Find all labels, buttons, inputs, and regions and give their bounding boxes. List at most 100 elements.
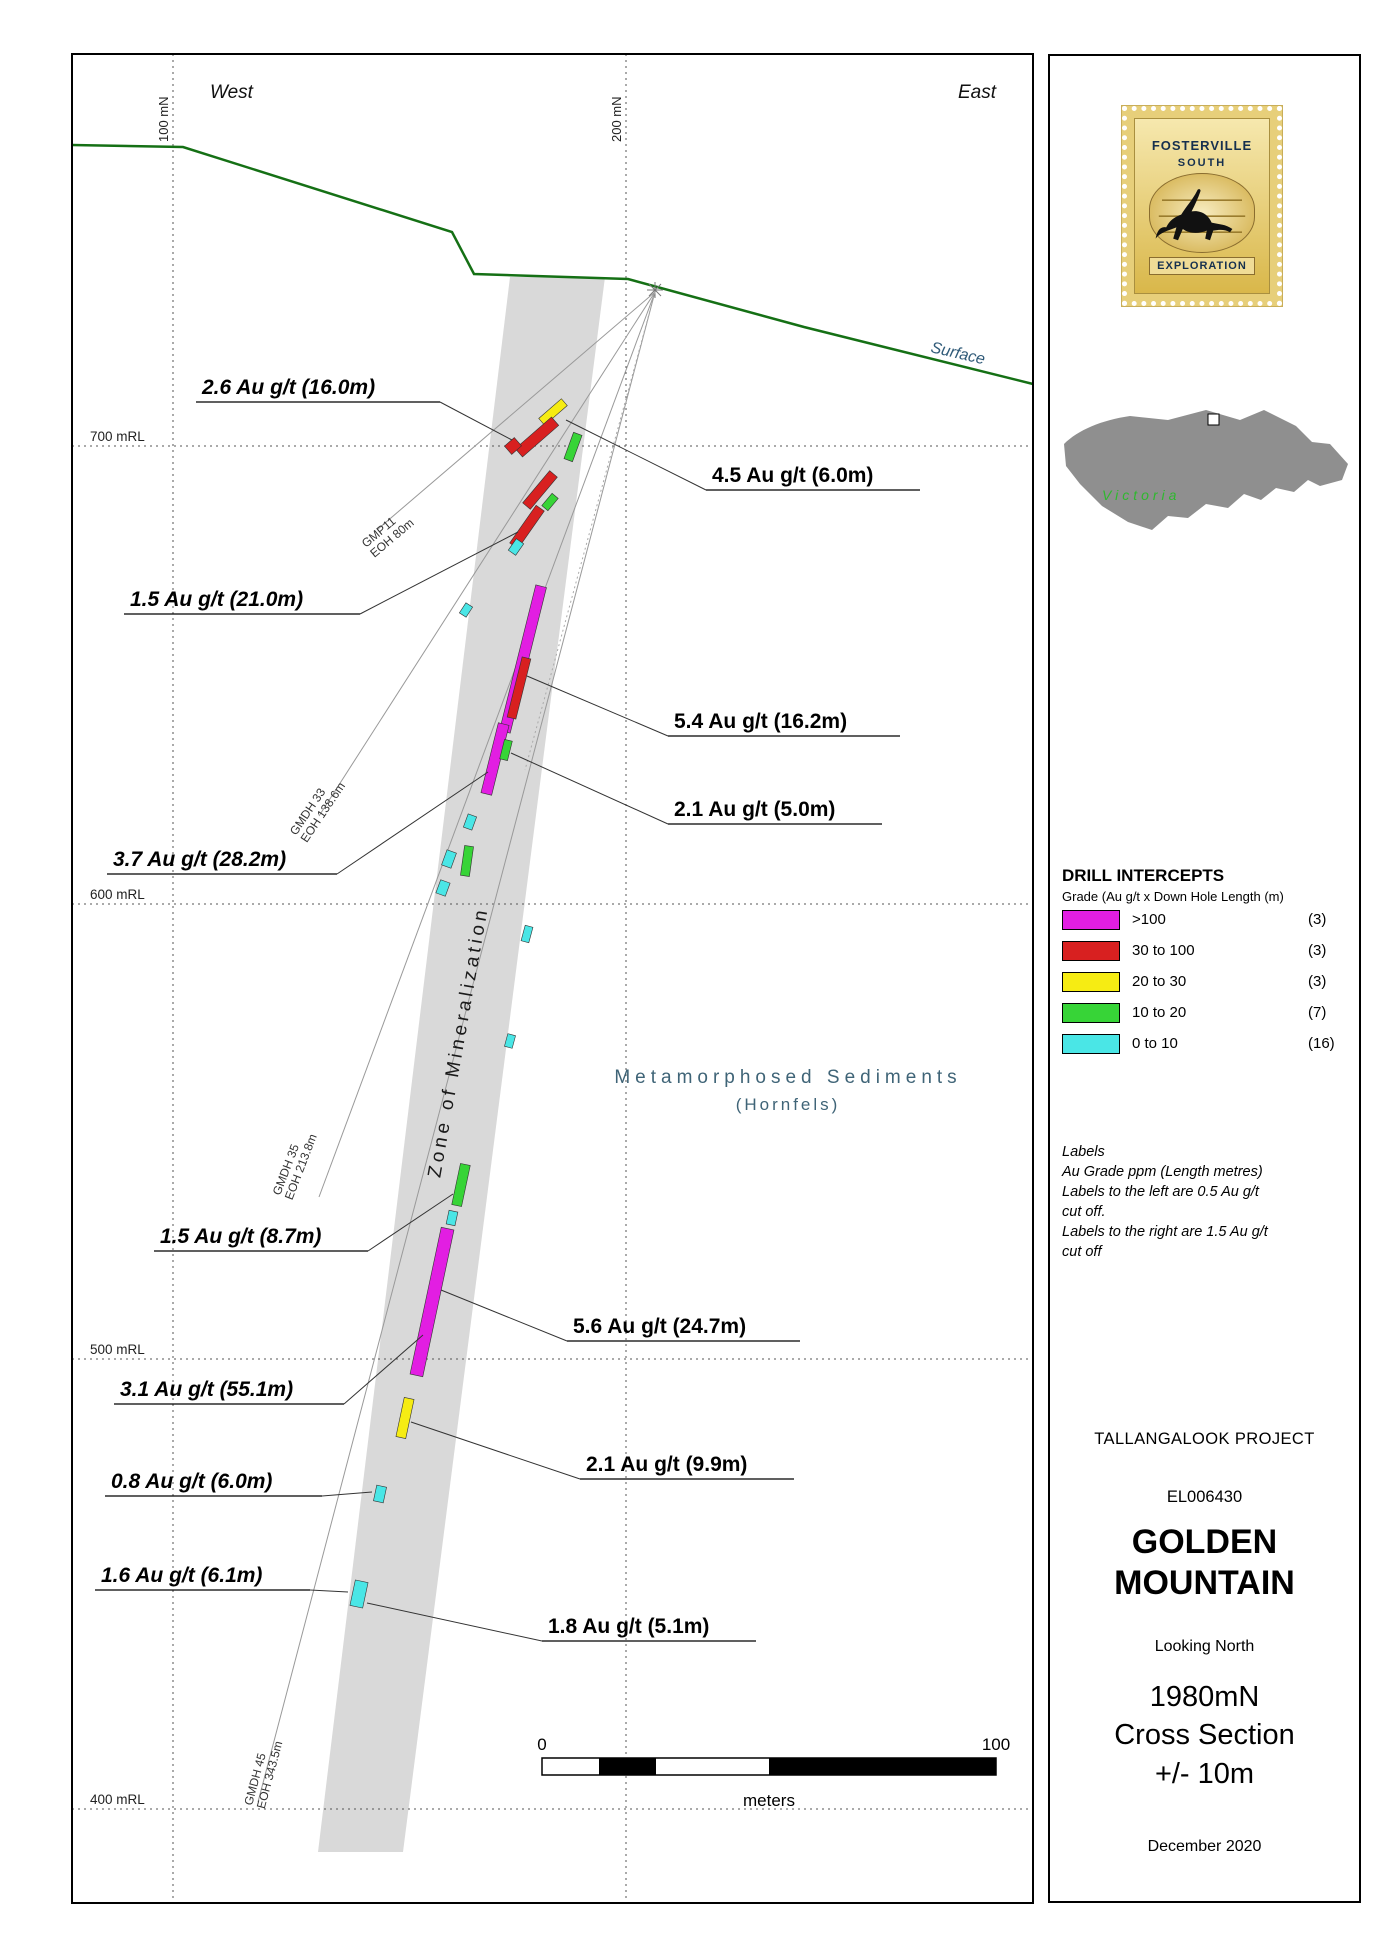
lithology-label-line2: (Hornfels) xyxy=(736,1095,841,1114)
legend-row: 10 to 20 (7) xyxy=(1062,997,1350,1028)
intercept-bar xyxy=(538,398,568,426)
drill-intercepts-legend: DRILL INTERCEPTS Grade (Au g/t x Down Ho… xyxy=(1062,866,1350,1059)
grade-label: 3.7 Au g/t (28.2m) xyxy=(113,848,286,871)
intercept-bar xyxy=(395,1397,415,1439)
scale-hundred: 100 xyxy=(982,1735,1010,1754)
intercept-bars xyxy=(349,398,583,1609)
grade-labels-right: 4.5 Au g/t (6.0m) 5.4 Au g/t (16.2m) 2.1… xyxy=(366,419,920,1642)
elev-400-label: 400 mRL xyxy=(90,1792,145,1807)
intercept-bar xyxy=(514,416,560,458)
grade-label: 1.6 Au g/t (6.1m) xyxy=(101,1564,262,1587)
hole-label-gmdh45: GMDH 45 EOH 343.5m xyxy=(241,1740,285,1811)
victoria-outline xyxy=(1064,410,1348,530)
mineralization-zone xyxy=(318,277,605,1852)
section-id-line2: Cross Section xyxy=(1114,1719,1295,1752)
legend-row: 0 to 10 (16) xyxy=(1062,1028,1350,1059)
intercept-bar xyxy=(506,656,532,720)
legend-row: 30 to 100 (3) xyxy=(1062,935,1350,966)
company-logo-stamp: FOSTERVILLE SOUTH EXPLORATION xyxy=(1122,106,1282,306)
grid-lines xyxy=(72,54,1033,1903)
grade-label: 5.6 Au g/t (24.7m) xyxy=(573,1315,746,1338)
legend-swatch-yellow xyxy=(1062,971,1120,992)
logo-text-exploration: EXPLORATION xyxy=(1149,256,1255,275)
note-line: cut off. xyxy=(1062,1204,1106,1220)
elev-600-label: 600 mRL xyxy=(90,887,145,902)
northing-100mn-label: 100 mN xyxy=(156,96,171,142)
legend-count: (3) xyxy=(1308,973,1327,990)
note-line: Labels xyxy=(1062,1144,1105,1160)
lithology-label-line1: Metamorphosed Sediments xyxy=(614,1067,961,1088)
project-location-label-line1: Project xyxy=(1258,498,1300,513)
surface-line xyxy=(71,143,1034,386)
note-line: Au Grade ppm (Length metres) xyxy=(1062,1164,1263,1180)
project-location-marker xyxy=(1207,413,1220,426)
tenement-number: EL006430 xyxy=(1166,1488,1243,1506)
legend-count: (16) xyxy=(1308,1035,1335,1052)
legend-swatch-green xyxy=(1062,1002,1120,1023)
deposit-name-line1: GOLDEN xyxy=(1131,1523,1278,1561)
kangaroo-icon xyxy=(1155,188,1246,240)
grade-label: 3.1 Au g/t (55.1m) xyxy=(120,1378,293,1401)
grade-label: 1.5 Au g/t (21.0m) xyxy=(130,588,303,611)
intercept-bar xyxy=(507,538,525,556)
scale-bar: 0 100 meters xyxy=(537,1735,1010,1810)
intercept-bar xyxy=(480,722,510,796)
project-location-label-line2: Location xyxy=(1258,514,1307,529)
note-line: Labels to the left are 0.5 Au g/t xyxy=(1062,1184,1259,1200)
west-label: West xyxy=(210,82,254,103)
section-id: 1980mN Cross Section +/- 10m xyxy=(1050,1678,1359,1793)
grade-label: 5.4 Au g/t (16.2m) xyxy=(674,710,847,733)
scale-unit: meters xyxy=(743,1791,795,1810)
scale-zero: 0 xyxy=(537,1735,546,1754)
intercept-bar xyxy=(458,602,474,618)
legend-title: DRILL INTERCEPTS xyxy=(1062,866,1225,885)
intercept-bar xyxy=(441,849,457,869)
intercept-bar xyxy=(460,845,474,877)
legend-swatch-cyan xyxy=(1062,1033,1120,1054)
grade-label: 2.6 Au g/t (16.0m) xyxy=(201,376,375,399)
intercept-bar xyxy=(563,431,583,463)
labels-note: Labels Au Grade ppm (Length metres) Labe… xyxy=(1062,1142,1354,1262)
intercept-bar xyxy=(349,1579,369,1609)
looking-direction: Looking North xyxy=(1154,1638,1255,1655)
grade-label: 1.8 Au g/t (5.1m) xyxy=(548,1615,709,1638)
deposit-name-line2: MOUNTAIN xyxy=(1114,1563,1295,1602)
legend-count: (7) xyxy=(1308,1004,1327,1021)
date-label: December 2020 xyxy=(1147,1838,1262,1855)
hole-label-gmp11: GMP11 EOH 80m xyxy=(359,514,417,560)
note-line: Labels to the right are 1.5 Au g/t xyxy=(1062,1224,1268,1240)
note-line: cut off xyxy=(1062,1244,1102,1260)
grade-label: 2.1 Au g/t (9.9m) xyxy=(586,1453,747,1476)
grade-label: 0.8 Au g/t (6.0m) xyxy=(111,1470,272,1493)
hole-label-gmdh33: GMDH 33 EOH 138.6m xyxy=(287,780,348,845)
intercept-bar xyxy=(373,1484,387,1504)
grade-label: 2.1 Au g/t (5.0m) xyxy=(674,798,835,821)
intercept-bar xyxy=(409,1226,455,1378)
grade-label: 1.5 Au g/t (8.7m) xyxy=(160,1225,321,1248)
intercept-bar xyxy=(541,492,559,512)
section-id-line3: +/- 10m xyxy=(1154,1757,1255,1790)
victoria-label: Victoria xyxy=(1102,487,1180,503)
section-id-line1: 1980mN xyxy=(1149,1681,1260,1713)
deposit-name: GOLDEN MOUNTAIN xyxy=(1050,1522,1359,1604)
legend-subtitle: Grade (Au g/t x Down Hole Length (m) xyxy=(1062,889,1284,904)
elev-700-label: 700 mRL xyxy=(90,429,145,444)
logo-text-fosterville: FOSTERVILLE xyxy=(1151,137,1253,153)
legend-count: (3) xyxy=(1308,942,1327,959)
intercept-bar xyxy=(520,924,534,944)
legend-swatch-red xyxy=(1062,940,1120,961)
grade-label: 4.5 Au g/t (6.0m) xyxy=(712,464,873,487)
intercept-bar xyxy=(504,1033,516,1049)
elev-500-label: 500 mRL xyxy=(90,1342,145,1357)
east-label: East xyxy=(958,82,997,103)
legend-swatch-magenta xyxy=(1062,909,1120,930)
intercept-bar xyxy=(435,879,451,897)
legend-range: 10 to 20 xyxy=(1132,1004,1187,1021)
legend-range: >100 xyxy=(1132,911,1166,928)
northing-200mn-label: 200 mN xyxy=(609,96,624,142)
intercept-bar xyxy=(522,470,558,510)
legend-range: 30 to 100 xyxy=(1132,942,1195,959)
intercept-bar xyxy=(499,738,513,762)
